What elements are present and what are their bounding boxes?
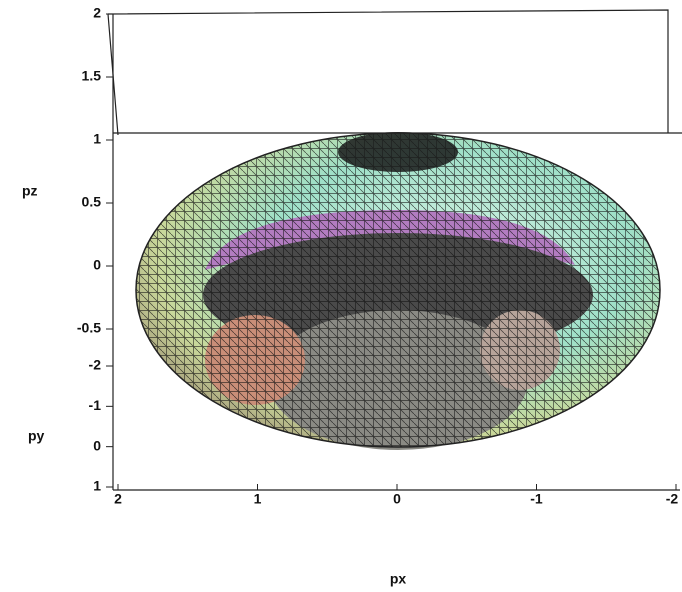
x-tick-label: 0 <box>393 491 401 507</box>
box-edge <box>108 10 682 135</box>
z-tick-label: 1.5 <box>82 68 102 84</box>
z-axis-label: pz <box>22 183 38 199</box>
y-tick-label: -1 <box>89 397 102 413</box>
z-tick-label: 0 <box>93 257 101 273</box>
z-tick-label: 2 <box>93 5 101 21</box>
surface-plot: pz py px 21.510.50-0.5-2-101210-1-2 <box>0 0 682 592</box>
z-tick-label: 0.5 <box>82 194 102 210</box>
y-tick-label: -2 <box>89 357 102 373</box>
y-tick-label: 1 <box>93 478 101 494</box>
y-tick-label: 0 <box>93 437 101 453</box>
y-axis-label: py <box>28 428 45 444</box>
x-tick-label: -1 <box>530 491 543 507</box>
x-axis-label: px <box>390 571 407 587</box>
z-tick-label: 1 <box>93 131 101 147</box>
x-tick-label: 1 <box>254 491 262 507</box>
z-tick-label: -0.5 <box>77 320 101 336</box>
x-tick-label: 2 <box>114 491 122 507</box>
surface <box>136 132 660 450</box>
x-tick-label: -2 <box>666 491 679 507</box>
